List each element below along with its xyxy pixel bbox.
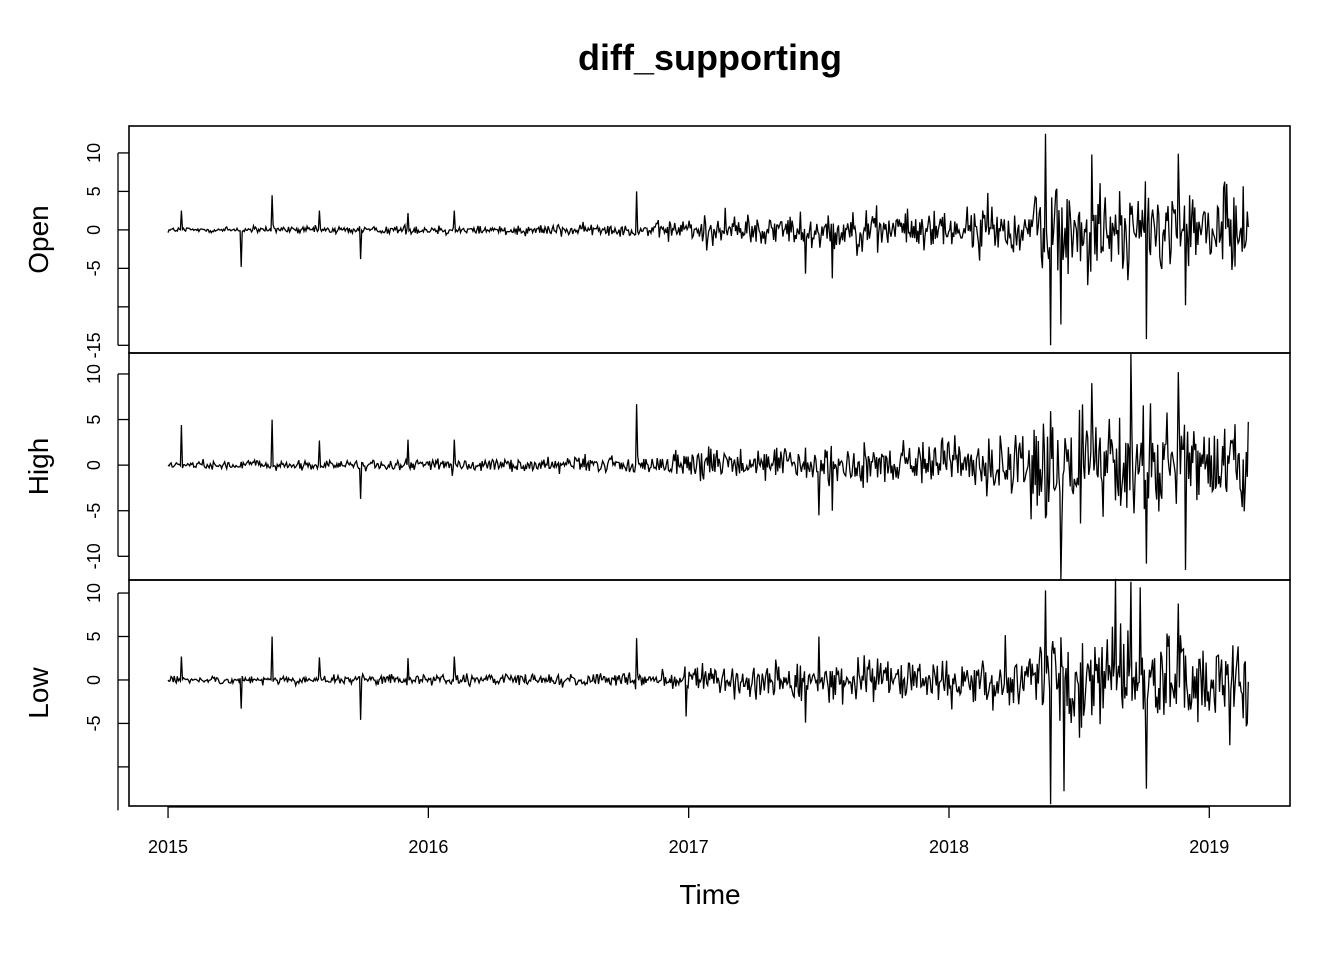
panel-label-open: Open <box>23 205 54 274</box>
y-tick-label-high: 0 <box>84 460 104 470</box>
panel-frame-low <box>128 579 1291 807</box>
x-axis-label: Time <box>679 879 740 910</box>
panels-group: -15 -5 0 5 10 Open -10 -5 0 5 10 High -5 0 5 10 Low <box>23 125 1291 811</box>
panel-frame-open <box>128 125 1291 354</box>
y-tick-label-high: -5 <box>84 503 104 519</box>
y-tick-label-low: -5 <box>84 715 104 731</box>
y-tick-label-open: 5 <box>84 186 104 196</box>
y-tick-label-open: 10 <box>84 143 104 163</box>
x-axis: 2015 2016 2017 2018 2019 <box>148 806 1229 857</box>
series-line-open <box>167 133 1249 346</box>
y-tick-label-open: 0 <box>84 225 104 235</box>
panel-label-low: Low <box>23 667 54 719</box>
y-tick-label-low: 5 <box>84 631 104 641</box>
x-tick-label: 2019 <box>1189 837 1229 857</box>
y-tick-label-low: 10 <box>84 583 104 603</box>
series-line-high <box>167 353 1249 580</box>
y-tick-label-low: 0 <box>84 675 104 685</box>
y-tick-label-high: -10 <box>84 543 104 569</box>
x-tick-label: 2017 <box>669 837 709 857</box>
y-tick-label-high: 5 <box>84 415 104 425</box>
series-line-low <box>167 578 1249 805</box>
x-tick-label: 2015 <box>148 837 188 857</box>
x-tick-label: 2016 <box>408 837 448 857</box>
chart-title: diff_supporting <box>578 37 842 78</box>
y-tick-label-open: -15 <box>84 332 104 358</box>
y-tick-label-high: 10 <box>84 364 104 384</box>
panel-label-high: High <box>23 438 54 496</box>
y-tick-label-open: -5 <box>84 260 104 276</box>
x-tick-label: 2018 <box>929 837 969 857</box>
